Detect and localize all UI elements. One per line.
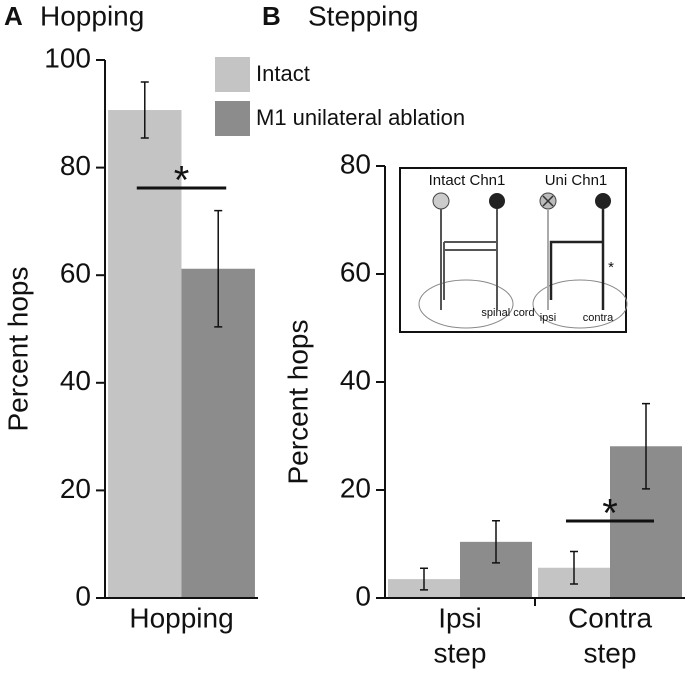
y-tick-label: 80 bbox=[60, 150, 91, 181]
legend-swatch bbox=[215, 57, 250, 92]
y-tick-label: 20 bbox=[60, 473, 91, 504]
x-tick-label: step bbox=[584, 637, 637, 668]
chart-title: Stepping bbox=[308, 0, 419, 31]
inset-label: spinal cord bbox=[481, 307, 534, 319]
y-tick-label: 40 bbox=[340, 364, 371, 395]
y-tick-label: 100 bbox=[44, 42, 91, 73]
x-tick-label: Hopping bbox=[129, 602, 233, 633]
chart-title: Hopping bbox=[40, 0, 144, 31]
inset-label: ipsi bbox=[540, 312, 557, 324]
y-tick-label: 0 bbox=[355, 580, 371, 611]
error-bar bbox=[214, 209, 223, 328]
inset-neuron bbox=[489, 193, 505, 209]
legend-label: M1 unilateral ablation bbox=[256, 105, 465, 130]
bar bbox=[108, 110, 182, 598]
inset-label: Intact Chn1 bbox=[429, 172, 506, 189]
significance-star: * bbox=[174, 159, 190, 203]
inset-neuron bbox=[432, 192, 450, 210]
y-axis-label: Percent hops bbox=[2, 267, 33, 432]
panel-label: B bbox=[262, 1, 281, 31]
x-tick-label: Contra bbox=[568, 602, 652, 633]
error-bar bbox=[492, 520, 500, 564]
y-tick-label: 0 bbox=[75, 580, 91, 611]
error-bar bbox=[642, 402, 650, 490]
panel-label: A bbox=[4, 1, 23, 31]
y-tick-label: 80 bbox=[340, 148, 371, 179]
y-tick-label: 40 bbox=[60, 365, 91, 396]
error-bar bbox=[140, 81, 149, 139]
inset-axons bbox=[440, 209, 498, 310]
inset-label: * bbox=[608, 259, 614, 276]
inset-label: Uni Chn1 bbox=[545, 172, 608, 189]
error-bar bbox=[570, 550, 578, 585]
error-bar bbox=[420, 567, 428, 591]
x-tick-label: step bbox=[434, 637, 487, 668]
legend-label: Intact bbox=[256, 61, 310, 86]
inset-neuron bbox=[595, 193, 611, 209]
y-tick-label: 60 bbox=[60, 258, 91, 289]
y-tick-label: 60 bbox=[340, 256, 371, 287]
x-tick-label: Ipsi bbox=[438, 602, 482, 633]
inset-cross bbox=[542, 195, 554, 207]
inset-cord bbox=[532, 279, 628, 329]
inset-axons bbox=[549, 209, 605, 310]
inset: Intact Chn1 Uni Chn1 spinal cord ipsi co… bbox=[399, 167, 628, 333]
legend-swatch bbox=[215, 101, 250, 136]
inset-label: contra bbox=[583, 312, 614, 324]
y-tick-label: 20 bbox=[340, 472, 371, 503]
inset-cord bbox=[418, 279, 514, 329]
y-axis-label: Percent hops bbox=[282, 320, 313, 485]
significance-star: * bbox=[602, 492, 618, 536]
